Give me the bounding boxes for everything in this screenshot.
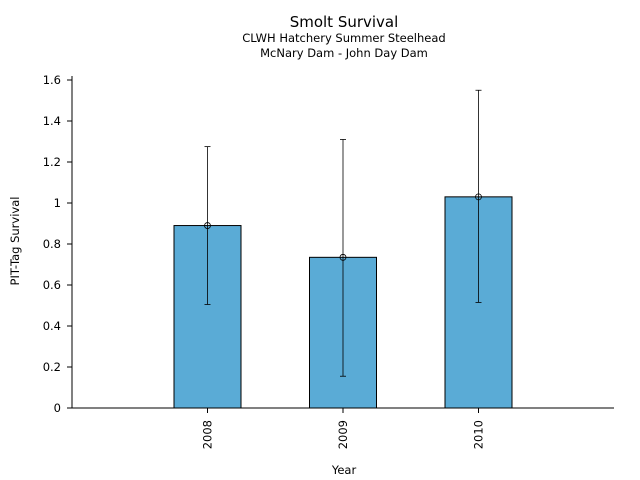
value-marker	[475, 193, 482, 201]
x-axis-label: Year	[331, 463, 357, 477]
y-tick-label: 0.8	[43, 237, 61, 251]
x-tick-label: 2008	[201, 420, 215, 449]
y-tick-label: 0	[54, 401, 61, 415]
value-marker	[204, 222, 211, 229]
y-tick-label: 1.2	[43, 155, 61, 169]
value-marker	[339, 253, 347, 261]
y-tick-label: 0.4	[43, 319, 61, 333]
y-tick-label: 0.6	[43, 278, 61, 292]
chart-subtitle-line-1: CLWH Hatchery Summer Steelhead	[242, 31, 446, 45]
y-tick-label: 1.6	[43, 73, 61, 87]
x-tick-label: 2010	[472, 420, 486, 449]
y-tick-label: 1.4	[43, 114, 61, 128]
x-tick-label: 2009	[336, 420, 350, 449]
y-tick-label: 1	[54, 196, 61, 210]
chart-subtitle-line-2: McNary Dam - John Day Dam	[260, 46, 428, 60]
y-tick-label: 0.2	[43, 360, 61, 374]
chart-title: Smolt Survival	[289, 13, 399, 31]
